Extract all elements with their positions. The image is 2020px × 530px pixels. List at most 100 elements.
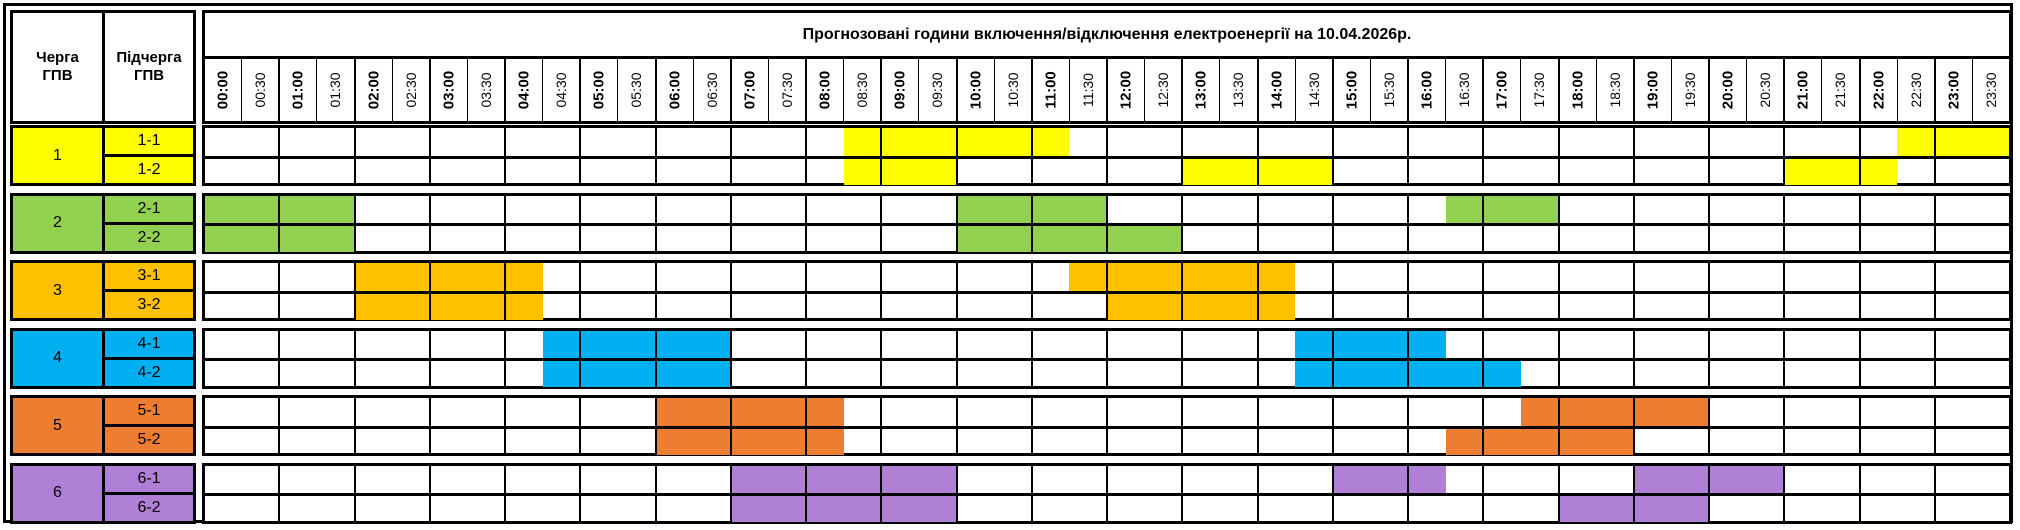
power-on-slot — [1446, 293, 1485, 320]
outage-slot — [1144, 263, 1184, 291]
time-slot-label: 07:30 — [778, 72, 795, 108]
power-on-slot — [693, 195, 732, 223]
time-slot-header: 13:30 — [1220, 59, 1258, 121]
subqueue-row — [205, 398, 2009, 426]
subqueue-labels: 2-1 2-2 — [102, 192, 196, 254]
time-slot-label: 09:30 — [929, 72, 946, 108]
power-on-slot — [1936, 226, 1973, 252]
power-on-slot — [242, 293, 281, 320]
outage-slot — [316, 226, 356, 252]
power-on-slot — [1183, 226, 1220, 252]
power-on-slot — [1484, 263, 1521, 291]
power-on-slot — [1409, 398, 1446, 426]
outage-slot — [542, 330, 582, 358]
outage-slot — [316, 195, 356, 223]
subqueue-label: 1-2 — [105, 154, 193, 183]
power-on-slot — [994, 158, 1033, 185]
time-slot-header: 16:30 — [1446, 59, 1484, 121]
power-on-slot — [205, 361, 242, 387]
outage-slot — [843, 158, 883, 185]
power-on-slot — [1108, 429, 1145, 455]
outage-slot — [205, 195, 242, 223]
subqueue-label: 2-1 — [137, 199, 161, 217]
time-slot-label: 02:00 — [365, 70, 383, 110]
power-on-slot — [581, 398, 618, 426]
time-slot-header: 08:30 — [844, 59, 882, 121]
time-slot-label: 17:30 — [1531, 72, 1548, 108]
power-on-slot — [1785, 398, 1822, 426]
power-on-slot — [242, 428, 281, 455]
power-on-slot — [1334, 128, 1371, 156]
power-on-slot — [1033, 466, 1070, 494]
outage-slot — [843, 465, 883, 493]
outage-slot — [1183, 263, 1220, 291]
time-slot-header: 11:30 — [1070, 59, 1107, 121]
time-slot-label: 12:00 — [1117, 70, 1135, 110]
power-on-slot — [392, 226, 431, 252]
power-on-slot — [1710, 196, 1747, 224]
outage-slot — [1258, 293, 1296, 320]
subqueue-labels: 6-1 6-2 — [102, 462, 196, 524]
time-slot-label: 02:30 — [402, 72, 419, 108]
power-on-slot — [1295, 128, 1334, 156]
power-on-slot — [1145, 398, 1184, 426]
power-on-slot — [1446, 330, 1485, 358]
time-slot-header: 02:00 — [354, 59, 393, 121]
power-on-slot — [1069, 428, 1108, 455]
power-on-slot — [1033, 361, 1070, 387]
power-on-slot — [392, 496, 431, 522]
outage-slot — [542, 361, 582, 387]
power-on-slot — [1069, 496, 1108, 522]
queue-header-line-1: Черга — [36, 49, 79, 66]
time-slot-header: 21:00 — [1784, 59, 1823, 121]
power-on-slot — [1747, 361, 1786, 387]
power-on-slot — [1972, 398, 2009, 426]
outage-slot — [656, 361, 694, 387]
power-on-slot — [1936, 398, 1973, 426]
power-on-slot — [543, 428, 582, 455]
outage-slot — [882, 496, 919, 522]
power-on-slot — [1259, 196, 1296, 224]
power-on-slot — [242, 465, 281, 493]
power-on-slot — [1710, 496, 1747, 522]
power-on-slot — [1596, 158, 1635, 185]
power-on-slot — [356, 361, 393, 387]
time-slot-label: 11:00 — [1042, 71, 1060, 109]
outage-slot — [280, 226, 317, 252]
power-on-slot — [431, 128, 468, 156]
power-on-slot — [958, 496, 995, 522]
time-slot-label: 01:00 — [289, 70, 307, 110]
time-slot-label: 19:30 — [1681, 72, 1698, 108]
power-on-slot — [242, 128, 281, 156]
power-on-slot — [1259, 331, 1296, 359]
outage-slot — [1520, 195, 1560, 223]
time-slot-header: 03:00 — [429, 59, 468, 121]
outage-slot — [1144, 293, 1184, 320]
power-on-slot — [1446, 496, 1485, 522]
power-on-slot — [205, 466, 242, 494]
power-on-slot — [1635, 294, 1672, 320]
power-on-slot — [1936, 159, 1973, 185]
power-on-slot — [1822, 330, 1861, 358]
outage-slot — [807, 398, 844, 426]
power-on-slot — [1560, 196, 1597, 224]
outage-slot — [1634, 465, 1672, 493]
power-on-slot — [1446, 158, 1485, 185]
power-on-slot — [467, 226, 506, 252]
power-on-slot — [581, 196, 618, 224]
outage-slot — [1409, 361, 1446, 387]
outage-grid — [202, 395, 2012, 456]
power-on-slot — [581, 466, 618, 494]
power-on-slot — [693, 496, 732, 522]
power-on-slot — [1370, 263, 1409, 291]
power-on-slot — [1710, 128, 1747, 156]
power-on-slot — [506, 429, 543, 455]
outage-slot — [918, 158, 958, 185]
time-slot-header: 09:30 — [919, 59, 957, 121]
power-on-slot — [317, 465, 356, 493]
outage-slot — [1897, 128, 1936, 156]
power-on-slot — [1936, 496, 1973, 522]
power-on-slot — [392, 428, 431, 455]
power-on-slot — [1295, 226, 1334, 252]
outage-slot — [843, 128, 883, 156]
